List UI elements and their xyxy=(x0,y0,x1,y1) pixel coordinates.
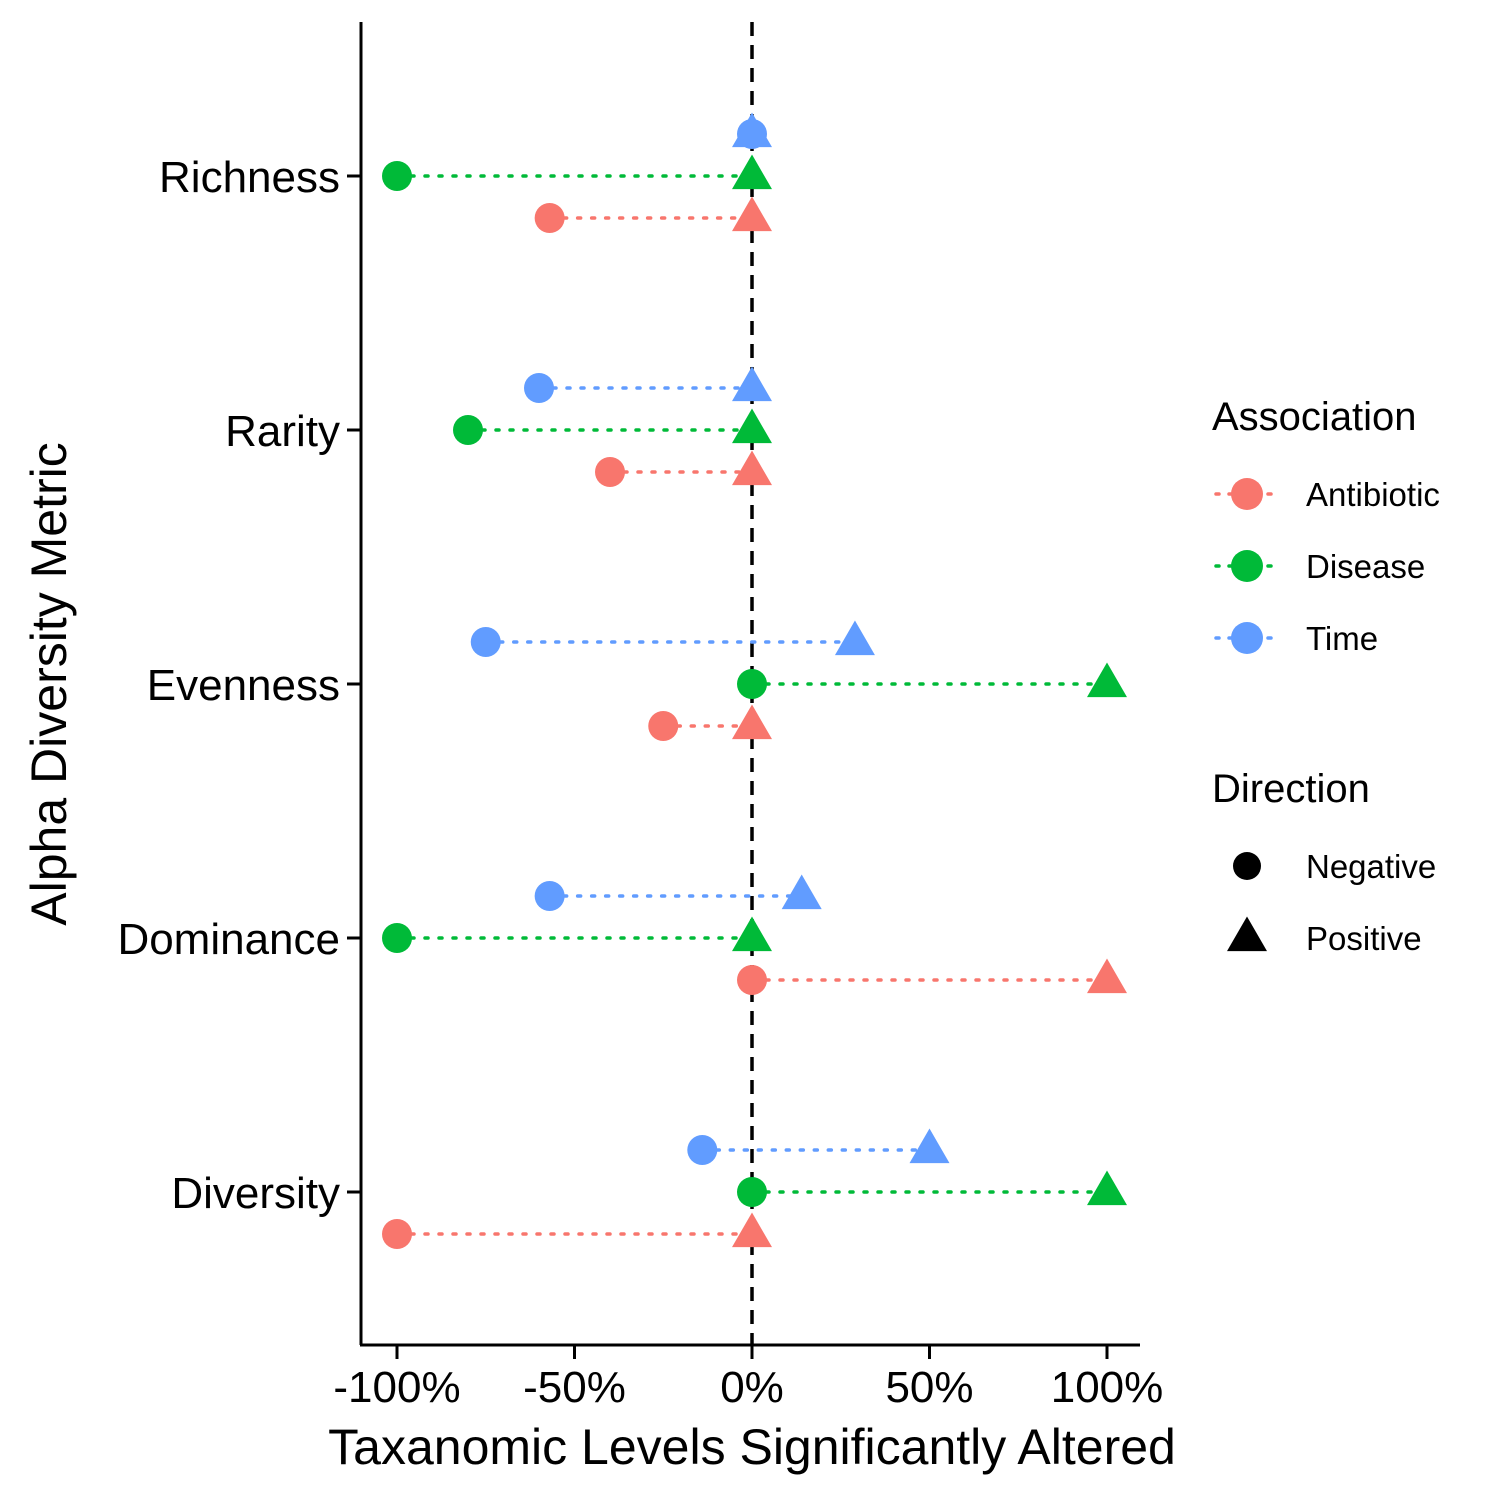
legend-key-dot-antibiotic xyxy=(1231,478,1263,510)
y-tick-label-diversity: Diversity xyxy=(171,1169,340,1218)
legend-label-disease: Disease xyxy=(1306,548,1425,585)
y-tick-label-evenness: Evenness xyxy=(147,661,340,710)
legend-title-direction: Direction xyxy=(1212,767,1370,811)
axes: Richness Rarity Evenness Dominance Diversity… xyxy=(117,22,1163,1412)
legend-key-negative-circle xyxy=(1233,852,1261,880)
x-tick-label-2: 0% xyxy=(720,1363,784,1412)
legend-key-positive-triangle xyxy=(1227,916,1267,952)
point-negative-rarity-disease xyxy=(453,415,483,445)
point-negative-diversity-time xyxy=(687,1135,718,1165)
point-negative-dominance-time xyxy=(534,881,565,911)
x-tick-label-0: -100% xyxy=(333,1363,460,1412)
point-negative-richness-time xyxy=(737,119,767,149)
point-negative-rarity-time xyxy=(524,373,554,403)
point-positive-rarity-time xyxy=(732,366,772,402)
point-positive-dominance-antibiotic xyxy=(1087,958,1127,994)
point-negative-evenness-disease xyxy=(737,669,767,699)
point-negative-dominance-antibiotic xyxy=(737,965,767,995)
legend-title-association: Association xyxy=(1212,395,1417,439)
point-positive-evenness-antibiotic xyxy=(732,704,772,740)
point-negative-richness-disease xyxy=(382,161,412,191)
point-positive-rarity-antibiotic xyxy=(732,450,772,486)
point-positive-dominance-time xyxy=(781,874,822,910)
legend-key-dot-disease xyxy=(1231,550,1263,582)
point-negative-rarity-antibiotic xyxy=(595,457,625,487)
y-tick-label-dominance: Dominance xyxy=(117,915,340,964)
plot-area xyxy=(382,22,1127,1345)
point-positive-diversity-antibiotic xyxy=(732,1212,772,1248)
point-negative-diversity-disease xyxy=(737,1177,767,1207)
point-positive-richness-antibiotic xyxy=(732,196,772,232)
point-positive-richness-disease xyxy=(732,154,772,190)
point-negative-evenness-time xyxy=(470,627,501,657)
x-tick-label-3: 50% xyxy=(885,1363,973,1412)
point-positive-evenness-disease xyxy=(1087,662,1127,698)
legend-label-negative: Negative xyxy=(1306,848,1436,885)
legend-label-time: Time xyxy=(1306,620,1378,657)
legend-key-dot-time xyxy=(1231,622,1263,654)
x-axis-title: Taxanomic Levels Significantly Altered xyxy=(328,1419,1176,1475)
point-negative-evenness-antibiotic xyxy=(648,711,679,741)
y-axis-title: Alpha Diversity Metric xyxy=(21,442,77,925)
point-positive-diversity-time xyxy=(909,1128,950,1164)
point-positive-evenness-time xyxy=(834,620,875,656)
point-positive-rarity-disease xyxy=(732,408,772,444)
point-negative-dominance-disease xyxy=(382,923,412,953)
x-tick-label-1: -50% xyxy=(523,1363,626,1412)
point-negative-richness-antibiotic xyxy=(534,203,565,233)
point-positive-dominance-disease xyxy=(732,916,772,952)
point-positive-diversity-disease xyxy=(1087,1170,1127,1206)
x-tick-label-4: 100% xyxy=(1051,1363,1164,1412)
y-tick-label-richness: Richness xyxy=(159,153,340,202)
y-tick-label-rarity: Rarity xyxy=(225,407,340,456)
legend-label-positive: Positive xyxy=(1306,920,1422,957)
legend: Association Direction Antibiotic Disease T… xyxy=(1212,395,1440,957)
point-negative-diversity-antibiotic xyxy=(382,1219,412,1249)
legend-label-antibiotic: Antibiotic xyxy=(1306,476,1440,513)
